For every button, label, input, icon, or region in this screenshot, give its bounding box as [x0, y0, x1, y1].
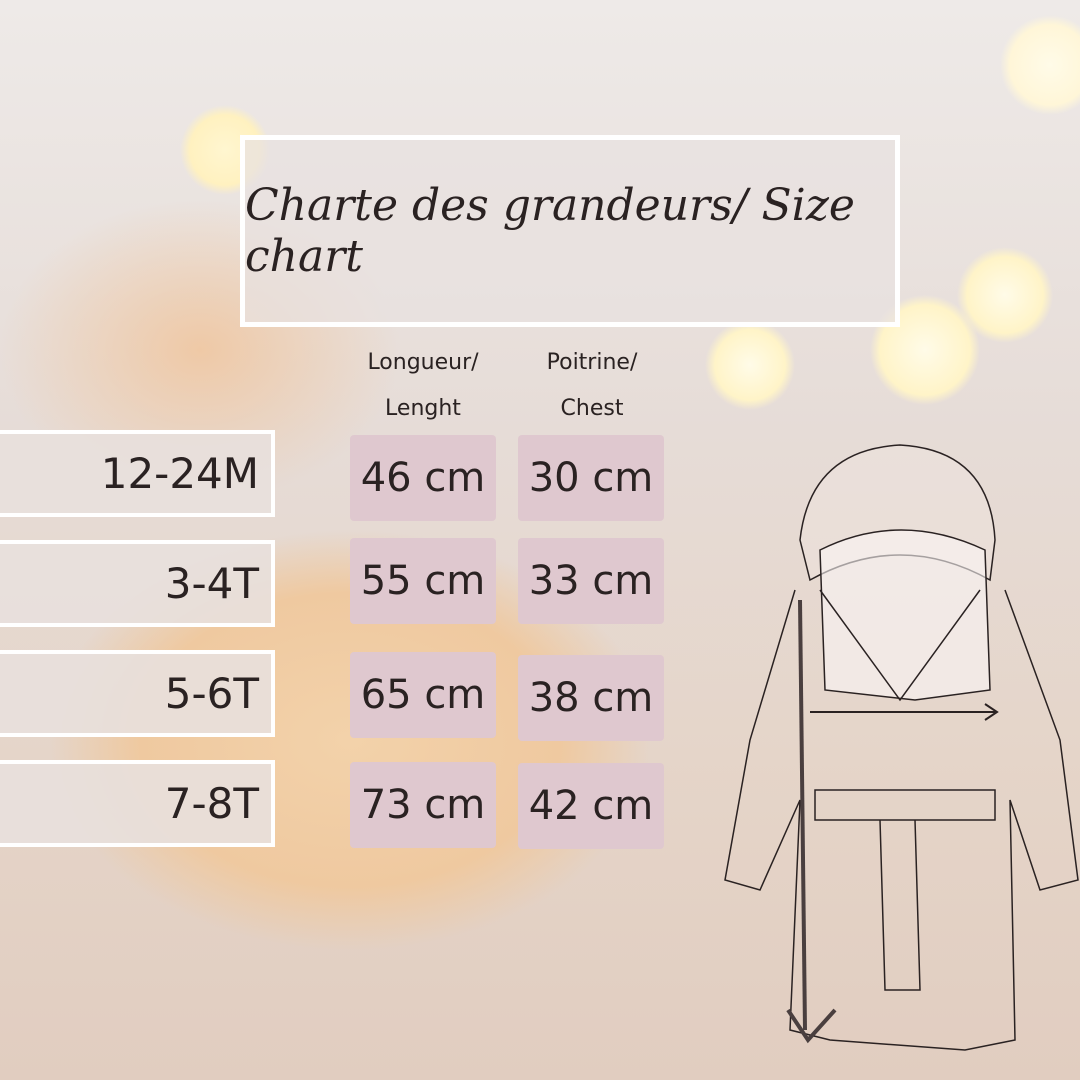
chest-cell: 42 cm: [518, 763, 664, 849]
length-cell: 73 cm: [350, 762, 496, 848]
size-label: 5-6T: [0, 650, 275, 737]
length-cell: 46 cm: [350, 435, 496, 521]
length-cell: 65 cm: [350, 652, 496, 738]
header-length: Longueur/ Lenght: [367, 350, 479, 421]
size-label: 12-24M: [0, 430, 275, 517]
length-cell: 55 cm: [350, 538, 496, 624]
chest-cell: 38 cm: [518, 655, 664, 741]
size-label: 3-4T: [0, 540, 275, 627]
header-chest: Poitrine/ Chest: [546, 350, 638, 421]
chest-cell: 33 cm: [518, 538, 664, 624]
title-box: Charte des grandeurs/ Size chart: [240, 135, 900, 327]
page-title: Charte des grandeurs/ Size chart: [245, 180, 855, 282]
bathrobe-diagram-icon: [724, 444, 1079, 1051]
chest-cell: 30 cm: [518, 435, 664, 521]
size-label: 7-8T: [0, 760, 275, 847]
